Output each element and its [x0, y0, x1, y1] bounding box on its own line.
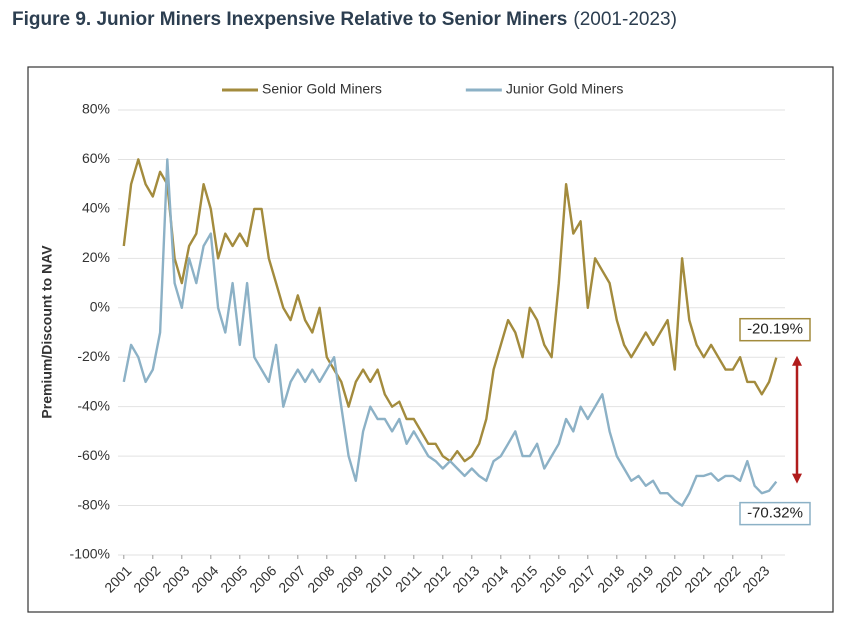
y-tick-label: 80% [82, 101, 110, 117]
x-tick-label: 2003 [159, 562, 192, 595]
arrow-head [792, 355, 802, 366]
legend-label: Senior Gold Miners [262, 81, 382, 97]
x-tick-label: 2013 [449, 562, 482, 595]
x-tick-label: 2020 [652, 562, 685, 595]
y-tick-label: 40% [82, 200, 110, 216]
chart-frame [27, 66, 834, 613]
y-axis-label: Premium/Discount to NAV [39, 245, 55, 419]
x-tick-label: 2021 [681, 562, 714, 595]
series-line [122, 158, 778, 463]
annotation-box [739, 501, 811, 526]
y-tick-label: -40% [77, 397, 110, 413]
x-tick-label: 2002 [130, 562, 163, 595]
y-tick-label: -60% [77, 447, 110, 463]
x-tick-label: 2011 [392, 562, 425, 595]
title-text: Figure 9. Junior Miners Inexpensive Rela… [12, 9, 567, 30]
x-tick-label: 2018 [594, 562, 627, 595]
annotation-label: -70.32% [747, 505, 803, 522]
x-tick-label: 2008 [304, 562, 337, 595]
legend-label: Junior Gold Miners [506, 81, 624, 97]
x-tick-label: 2019 [623, 562, 656, 595]
x-tick-label: 2006 [246, 562, 279, 595]
x-tick-label: 2001 [101, 562, 134, 595]
chart-title: Figure 9. Junior Miners Inexpensive Rela… [12, 9, 677, 30]
x-tick-label: 2010 [362, 562, 395, 595]
x-tick-label: 2016 [536, 562, 569, 595]
x-tick-label: 2023 [739, 562, 772, 595]
annotation-box [739, 317, 811, 342]
y-tick-label: 0% [90, 298, 110, 314]
x-tick-label: 2012 [420, 562, 453, 595]
x-tick-label: 2014 [478, 562, 511, 595]
x-tick-label: 2017 [565, 562, 598, 595]
x-tick-label: 2022 [710, 562, 743, 595]
y-tick-label: -80% [77, 496, 110, 512]
y-tick-label: -100% [70, 546, 110, 562]
annotation-label: -20.19% [747, 321, 803, 338]
x-tick-label: 2015 [507, 562, 540, 595]
x-tick-label: 2005 [217, 562, 250, 595]
y-tick-label: 20% [82, 249, 110, 265]
end-value-annotation: -70.32% [739, 501, 811, 526]
x-tick-label: 2007 [275, 562, 308, 595]
arrow-head [792, 473, 802, 484]
series-line [122, 158, 778, 507]
end-value-annotation: -20.19% [739, 317, 811, 342]
x-tick-label: 2004 [188, 562, 221, 595]
x-tick-label: 2009 [333, 562, 366, 595]
subtitle-text: (2001-2023) [573, 9, 677, 30]
y-tick-label: -20% [77, 348, 110, 364]
y-tick-label: 60% [82, 150, 110, 166]
